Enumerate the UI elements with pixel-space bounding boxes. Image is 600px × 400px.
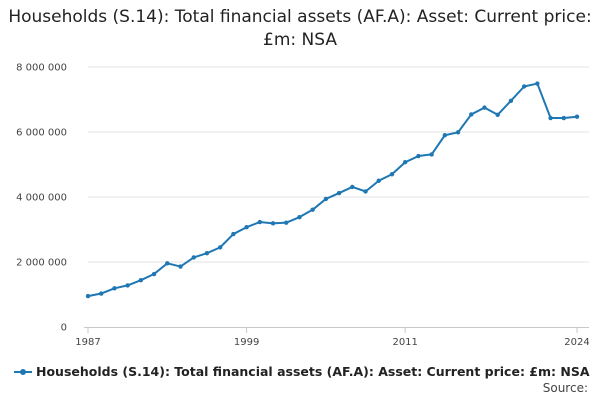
data-point[interactable]	[204, 251, 210, 256]
data-point[interactable]	[138, 278, 144, 283]
data-point[interactable]	[257, 219, 263, 225]
source-label: Source:	[542, 381, 588, 395]
data-point[interactable]	[482, 105, 487, 110]
series-line[interactable]	[87, 82, 578, 298]
y-tick-label: 6 000 000	[16, 128, 67, 139]
data-point[interactable]	[297, 214, 302, 220]
data-point[interactable]	[574, 114, 580, 119]
data-point[interactable]	[165, 261, 170, 266]
data-point[interactable]	[112, 286, 117, 291]
x-tick-label: 1987	[75, 337, 100, 348]
data-point[interactable]	[389, 172, 395, 177]
data-point[interactable]	[85, 293, 91, 299]
x-tick-label: 1999	[234, 337, 259, 348]
legend[interactable]: Households (S.14): Total financial asset…	[14, 364, 590, 379]
data-point[interactable]	[442, 133, 448, 138]
data-point[interactable]	[535, 81, 540, 86]
data-point[interactable]	[521, 84, 527, 89]
data-point[interactable]	[284, 220, 289, 225]
data-point[interactable]	[429, 152, 434, 157]
data-point[interactable]	[376, 178, 381, 183]
data-point[interactable]	[323, 196, 329, 202]
data-point[interactable]	[402, 160, 408, 165]
data-point[interactable]	[191, 255, 196, 260]
series-layer	[85, 81, 580, 299]
data-point[interactable]	[508, 98, 514, 104]
chart-title: Households (S.14): Total financial asset…	[8, 7, 592, 50]
data-point[interactable]	[125, 283, 130, 288]
legend-label: Households (S.14): Total financial asset…	[36, 364, 590, 379]
data-point[interactable]	[416, 153, 421, 159]
data-point[interactable]	[310, 207, 315, 212]
data-point[interactable]	[244, 225, 249, 230]
x-tick-label: 2024	[564, 337, 589, 348]
data-point[interactable]	[231, 231, 236, 237]
y-tick-label: 0	[61, 323, 67, 334]
y-tick-label: 8 000 000	[16, 63, 67, 74]
gridlines	[88, 66, 589, 263]
axes: 0 2 000 000 4 000 000 6 000 000 8 000 000 198…	[16, 63, 590, 349]
data-point[interactable]	[151, 271, 157, 277]
data-point[interactable]	[178, 264, 183, 269]
x-tick-label: 2011	[392, 337, 417, 348]
legend-swatch	[14, 366, 32, 378]
data-point[interactable]	[469, 112, 474, 117]
data-point[interactable]	[561, 115, 566, 121]
data-point[interactable]	[99, 291, 104, 296]
data-point[interactable]	[270, 221, 276, 226]
y-tick-label: 2 000 000	[16, 258, 67, 269]
y-tick-label: 4 000 000	[16, 193, 67, 204]
data-point[interactable]	[495, 112, 500, 117]
data-point[interactable]	[363, 189, 368, 194]
data-point[interactable]	[350, 184, 355, 190]
data-point[interactable]	[217, 245, 223, 250]
data-point[interactable]	[336, 190, 342, 196]
data-point[interactable]	[548, 115, 553, 121]
data-point[interactable]	[455, 130, 461, 135]
